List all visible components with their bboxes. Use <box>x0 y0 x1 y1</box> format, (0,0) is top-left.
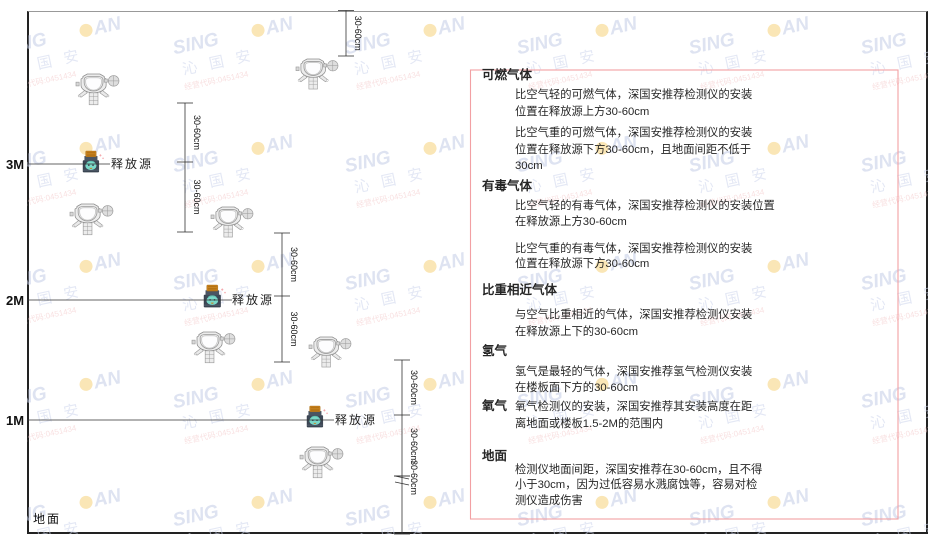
svg-text:地面: 地面 <box>33 512 61 526</box>
svg-text:可燃气体: 可燃气体 <box>482 67 533 82</box>
svg-text:小于30cm，因为过低容易水溅腐蚀等，容易对检: 小于30cm，因为过低容易水溅腐蚀等，容易对检 <box>515 477 757 491</box>
svg-text:30-60cm: 30-60cm <box>289 247 299 282</box>
svg-text:有毒气体: 有毒气体 <box>482 178 533 193</box>
svg-text:在释放源上下的30-60cm: 在释放源上下的30-60cm <box>515 324 638 338</box>
svg-text:2M: 2M <box>6 293 24 308</box>
svg-text:30-60cm: 30-60cm <box>409 460 419 495</box>
svg-text:比空气轻的可燃气体，深国安推荐检测仪的安装: 比空气轻的可燃气体，深国安推荐检测仪的安装 <box>515 87 752 101</box>
svg-text:位置在释放源下方30-60cm: 位置在释放源下方30-60cm <box>515 256 649 270</box>
svg-text:比空气重的有毒气体，深国安推荐检测仪的安装: 比空气重的有毒气体，深国安推荐检测仪的安装 <box>515 241 752 255</box>
svg-text:30-60cm: 30-60cm <box>409 370 419 405</box>
svg-text:比重相近气体: 比重相近气体 <box>482 282 558 297</box>
svg-text:位置在释放源上方30-60cm: 位置在释放源上方30-60cm <box>515 104 649 118</box>
svg-text:检测仪地面间距，深国安推荐在30-60cm，且不得: 检测仪地面间距，深国安推荐在30-60cm，且不得 <box>515 462 762 476</box>
svg-text:氧气: 氧气 <box>481 398 508 413</box>
svg-text:氧气检测仪的安装，深国安推荐其安装高度在距: 氧气检测仪的安装，深国安推荐其安装高度在距 <box>515 399 752 413</box>
svg-text:比空气轻的有毒气体，深国安推荐检测仪的安装位置: 比空气轻的有毒气体，深国安推荐检测仪的安装位置 <box>515 198 775 212</box>
svg-text:释放源: 释放源 <box>232 292 274 307</box>
svg-text:30-60cm: 30-60cm <box>353 16 363 51</box>
svg-text:比空气重的可燃气体，深国安推荐检测仪的安装: 比空气重的可燃气体，深国安推荐检测仪的安装 <box>515 125 752 139</box>
svg-text:1M: 1M <box>6 413 24 428</box>
svg-text:30-60cm: 30-60cm <box>409 428 419 463</box>
svg-text:30-60cm: 30-60cm <box>192 179 202 214</box>
svg-text:在释放源上方30-60cm: 在释放源上方30-60cm <box>515 214 627 228</box>
svg-text:30-60cm: 30-60cm <box>289 311 299 346</box>
svg-text:释放源: 释放源 <box>111 156 153 171</box>
svg-text:3M: 3M <box>6 157 24 172</box>
svg-text:氢气是最轻的气体，深国安推荐氢气检测仪安装: 氢气是最轻的气体，深国安推荐氢气检测仪安装 <box>515 364 752 378</box>
svg-text:在楼板面下方的30-60cm: 在楼板面下方的30-60cm <box>515 380 638 394</box>
svg-text:氢气: 氢气 <box>482 343 508 358</box>
svg-text:释放源: 释放源 <box>335 412 377 427</box>
svg-text:30-60cm: 30-60cm <box>192 115 202 150</box>
svg-text:30cm: 30cm <box>515 160 543 172</box>
svg-text:测仪造成伤害: 测仪造成伤害 <box>515 493 583 507</box>
svg-text:地面: 地面 <box>482 448 508 463</box>
svg-text:离地面或楼板1.5-2M的范围内: 离地面或楼板1.5-2M的范围内 <box>515 416 663 430</box>
svg-text:与空气比重相近的气体，深国安推荐检测仪安装: 与空气比重相近的气体，深国安推荐检测仪安装 <box>515 307 752 321</box>
svg-text:位置在释放源下方30-60cm，且地面间距不低于: 位置在释放源下方30-60cm，且地面间距不低于 <box>515 142 751 156</box>
